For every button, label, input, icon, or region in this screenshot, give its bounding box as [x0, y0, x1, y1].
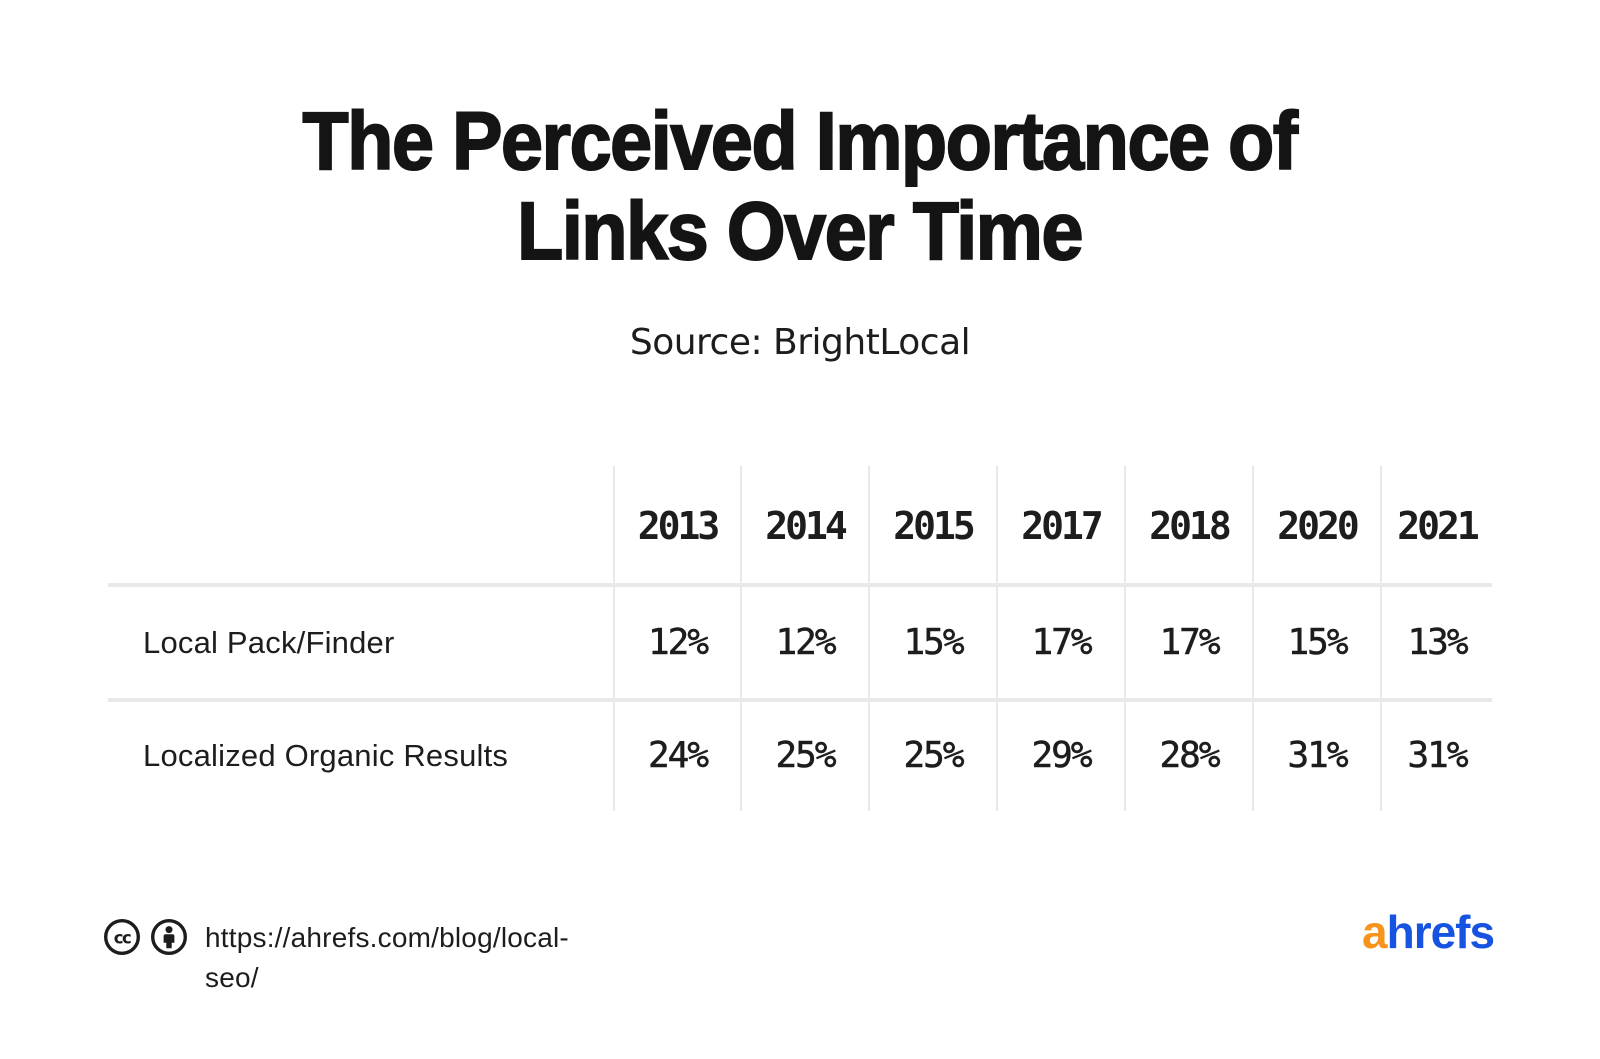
table-corner-cell — [108, 466, 613, 585]
column-header-2014: 2014 — [740, 466, 868, 585]
page-title: The Perceived Importance of Links Over Ti… — [64, 96, 1536, 278]
column-header-2021: 2021 — [1380, 466, 1492, 585]
cell-organic-2017: 29% — [996, 700, 1124, 811]
attribution-icon — [151, 919, 187, 955]
cell-local-pack-2014: 12% — [740, 585, 868, 700]
column-header-2020: 2020 — [1252, 466, 1380, 585]
title-line-2: Links Over Time — [516, 186, 1084, 278]
license-icons: cc — [103, 918, 188, 956]
cell-organic-2013: 24% — [613, 700, 740, 811]
cell-organic-2020: 31% — [1252, 700, 1380, 811]
ahrefs-logo-hrefs: hrefs — [1386, 906, 1495, 958]
ahrefs-logo-a: a — [1362, 906, 1388, 958]
svg-text:cc: cc — [114, 929, 131, 948]
column-header-2015: 2015 — [868, 466, 996, 585]
row-label-local-pack-finder: Local Pack/Finder — [143, 624, 395, 660]
cell-organic-2018: 28% — [1124, 700, 1252, 811]
table-divider-middle — [108, 698, 1492, 702]
table-divider-top — [108, 583, 1492, 587]
cc-icon: cc — [104, 919, 140, 955]
cell-local-pack-2021: 13% — [1380, 585, 1492, 700]
cell-organic-2014: 25% — [740, 700, 868, 811]
cell-local-pack-2015: 15% — [868, 585, 996, 700]
column-header-2018: 2018 — [1124, 466, 1252, 585]
cell-local-pack-2018: 17% — [1124, 585, 1252, 700]
cell-local-pack-2013: 12% — [613, 585, 740, 700]
attribution-url: https://ahrefs.com/blog/local-seo/ — [205, 922, 569, 993]
cell-organic-2021: 31% — [1380, 700, 1492, 811]
source-label: Source: BrightLocal — [629, 322, 971, 363]
ahrefs-logo: ahrefs — [1362, 906, 1495, 958]
column-header-2013: 2013 — [613, 466, 740, 585]
cell-local-pack-2020: 15% — [1252, 585, 1380, 700]
data-table: 2013 2014 2015 2017 2018 2020 2021 Local… — [108, 466, 1492, 811]
cell-local-pack-2017: 17% — [996, 585, 1124, 700]
table-grid: 2013 2014 2015 2017 2018 2020 2021 Local… — [108, 466, 1492, 811]
title-line-1: The Perceived Importance of — [302, 96, 1299, 188]
column-header-2017: 2017 — [996, 466, 1124, 585]
row-label-localized-organic-results: Localized Organic Results — [143, 737, 509, 773]
cell-organic-2015: 25% — [868, 700, 996, 811]
